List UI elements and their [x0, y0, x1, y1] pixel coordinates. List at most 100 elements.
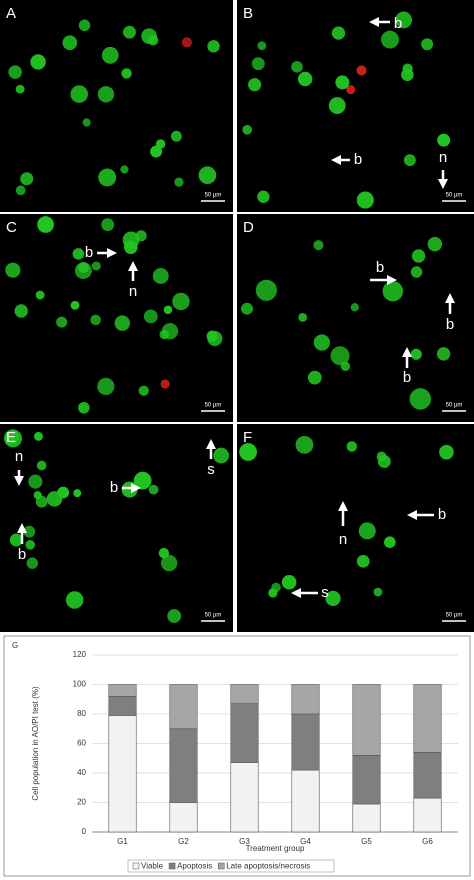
cell: [439, 444, 454, 460]
bar-segment: [291, 769, 320, 833]
bar-segment: [352, 803, 381, 833]
cell: [15, 185, 26, 196]
legend-label: Late apoptosis/necrosis: [226, 862, 310, 871]
cell: [121, 481, 138, 498]
cell: [37, 216, 54, 233]
panel-label: D: [243, 219, 254, 236]
x-tick-label: G3: [239, 837, 250, 846]
cell: [25, 540, 35, 550]
cell: [23, 525, 36, 538]
cell: [5, 262, 21, 278]
x-tick-label: G1: [117, 837, 128, 846]
cell: [257, 190, 270, 203]
bar-segment: [413, 797, 442, 833]
scale-label: 50 µm: [205, 613, 222, 619]
cell: [98, 168, 117, 187]
y-tick-label: 120: [73, 650, 87, 659]
cell: [135, 230, 147, 242]
x-tick-label: G2: [178, 837, 189, 846]
annotation: n: [129, 283, 137, 300]
annotation: b: [354, 151, 362, 168]
panel-label: B: [243, 5, 253, 22]
annotation: b: [110, 479, 118, 496]
y-tick-label: 40: [77, 768, 86, 777]
cell: [421, 38, 434, 51]
annotation: b: [18, 546, 26, 563]
annotation: b: [446, 316, 454, 333]
cell: [150, 145, 163, 158]
x-axis-label: Treatment group: [246, 844, 305, 853]
x-tick-label: G6: [422, 837, 433, 846]
bar-segment: [230, 762, 259, 833]
cell: [14, 304, 28, 318]
cell: [331, 26, 346, 40]
annotation: b: [438, 506, 446, 523]
cell: [26, 557, 39, 569]
cell: [120, 165, 129, 174]
panel-label: F: [243, 429, 252, 446]
bar-segment: [291, 713, 320, 771]
cell: [97, 86, 115, 103]
bar-segment: [291, 684, 320, 715]
cell: [403, 154, 416, 167]
bar-segment: [230, 684, 259, 704]
scale-label: 50 µm: [446, 613, 463, 619]
legend-frame: [127, 859, 335, 873]
cell: [251, 57, 265, 71]
cell: [255, 279, 277, 301]
cell: [74, 262, 92, 280]
bar-segment: [169, 684, 198, 730]
cell: [427, 236, 443, 252]
cell: [411, 249, 426, 263]
cell: [330, 346, 350, 366]
annotation: b: [85, 244, 93, 261]
bar-segment: [108, 684, 137, 697]
bar-segment: [413, 684, 442, 753]
cell: [395, 11, 413, 29]
x-tick-label: G5: [361, 837, 372, 846]
cell: [122, 25, 136, 39]
annotation: b: [376, 259, 384, 276]
cell: [73, 489, 82, 498]
cell: [101, 46, 119, 64]
scale-label: 50 µm: [446, 403, 463, 409]
cell: [174, 177, 184, 187]
cell: [36, 460, 47, 471]
bar-segment: [108, 695, 137, 716]
y-tick-label: 20: [77, 798, 86, 807]
cell: [121, 68, 132, 79]
cell: [34, 431, 43, 441]
cell: [298, 312, 308, 322]
cell: [356, 554, 370, 568]
cell: [138, 385, 149, 396]
cell: [313, 240, 324, 251]
cell: [198, 166, 217, 185]
scale-label: 50 µm: [205, 403, 222, 409]
y-tick-label: 60: [77, 739, 86, 748]
legend-swatch: [132, 862, 140, 870]
cell: [8, 65, 22, 79]
x-tick-label: G4: [300, 837, 311, 846]
cell: [148, 484, 159, 495]
micrograph: [237, 0, 474, 212]
cell: [65, 591, 84, 609]
cell: [410, 348, 422, 360]
cell: [239, 443, 258, 461]
cell: [9, 533, 23, 547]
bar-segment: [108, 715, 137, 833]
cell: [152, 268, 169, 284]
cell: [82, 118, 91, 127]
cell: [141, 28, 157, 44]
cell: [160, 379, 170, 389]
cell: [70, 300, 80, 310]
annotation: s: [321, 584, 329, 601]
bar-segment: [413, 752, 442, 799]
cell: [307, 370, 322, 385]
cell: [381, 30, 399, 49]
cell: [281, 574, 297, 590]
annotation: n: [439, 149, 447, 166]
cell: [373, 587, 383, 597]
cell: [170, 130, 182, 142]
micrograph: [237, 424, 474, 632]
annotation: n: [339, 531, 347, 548]
